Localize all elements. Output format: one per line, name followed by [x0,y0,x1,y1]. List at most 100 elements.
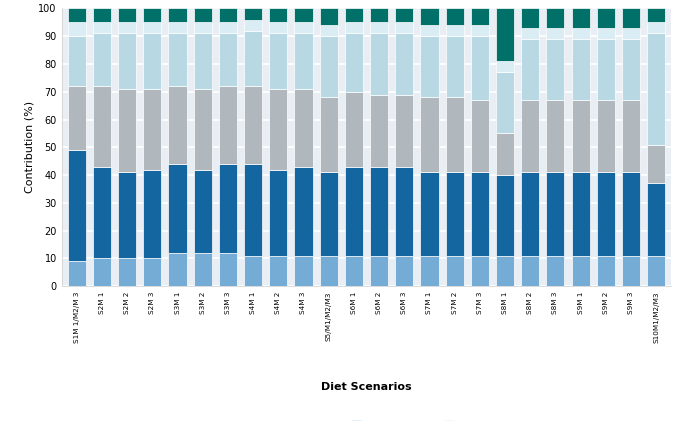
Bar [118,8,136,22]
Bar [118,22,136,33]
Bar [471,100,489,172]
Bar [169,164,186,253]
Bar [118,89,136,172]
Bar [269,89,288,170]
Bar [647,22,665,33]
Bar [622,8,640,28]
Bar [421,97,438,172]
Bar [622,39,640,100]
Bar [622,256,640,286]
Bar [370,256,388,286]
Bar [496,175,514,256]
Bar [320,36,338,97]
Bar [68,86,86,150]
Bar [345,92,363,167]
Bar [169,253,186,286]
Bar [320,97,338,172]
Bar [169,86,186,164]
Bar [194,253,212,286]
Bar [521,28,539,39]
Bar [571,256,590,286]
Bar [93,8,111,22]
Bar [547,8,564,28]
Bar [219,8,237,22]
Bar [395,22,413,33]
Bar [244,256,262,286]
Bar [269,8,288,22]
Bar [445,172,464,256]
Bar [370,33,388,95]
Bar [244,31,262,86]
Bar [269,22,288,33]
Bar [421,36,438,97]
Bar [219,22,237,33]
Bar [647,33,665,144]
Bar [295,167,312,256]
Bar [320,25,338,36]
Bar [244,8,262,19]
Bar [295,89,312,167]
Bar [194,22,212,33]
Bar [93,258,111,286]
Bar [547,39,564,100]
Bar [445,36,464,97]
Bar [622,172,640,256]
Bar [93,22,111,33]
Bar [496,72,514,133]
Bar [68,261,86,286]
Bar [597,100,615,172]
Bar [269,33,288,89]
Bar [320,256,338,286]
Bar [143,8,162,22]
Bar [471,36,489,100]
Bar [370,95,388,167]
Bar [169,22,186,33]
Bar [345,22,363,33]
Bar [194,33,212,89]
Bar [93,86,111,167]
Bar [219,253,237,286]
Bar [421,25,438,36]
Bar [597,256,615,286]
Bar [295,22,312,33]
Bar [169,33,186,86]
Bar [169,8,186,22]
Bar [320,172,338,256]
Bar [93,33,111,86]
Bar [244,86,262,164]
X-axis label: Diet Scenarios: Diet Scenarios [321,381,412,392]
Bar [345,256,363,286]
Bar [521,256,539,286]
Bar [370,8,388,22]
Bar [395,167,413,256]
Bar [143,170,162,258]
Bar [547,172,564,256]
Bar [471,25,489,36]
Bar [143,258,162,286]
Bar [421,256,438,286]
Bar [622,28,640,39]
Bar [547,28,564,39]
Bar [547,100,564,172]
Bar [445,97,464,172]
Bar [421,8,438,25]
Bar [219,86,237,164]
Bar [571,8,590,28]
Bar [521,100,539,172]
Bar [118,258,136,286]
Bar [118,33,136,89]
Bar [445,25,464,36]
Bar [395,8,413,22]
Bar [597,8,615,28]
Bar [521,172,539,256]
Bar [445,8,464,25]
Bar [597,28,615,39]
Bar [445,256,464,286]
Bar [143,89,162,170]
Bar [143,22,162,33]
Bar [496,256,514,286]
Bar [370,167,388,256]
Bar [194,170,212,253]
Bar [597,172,615,256]
Y-axis label: Contribution (%): Contribution (%) [24,101,34,193]
